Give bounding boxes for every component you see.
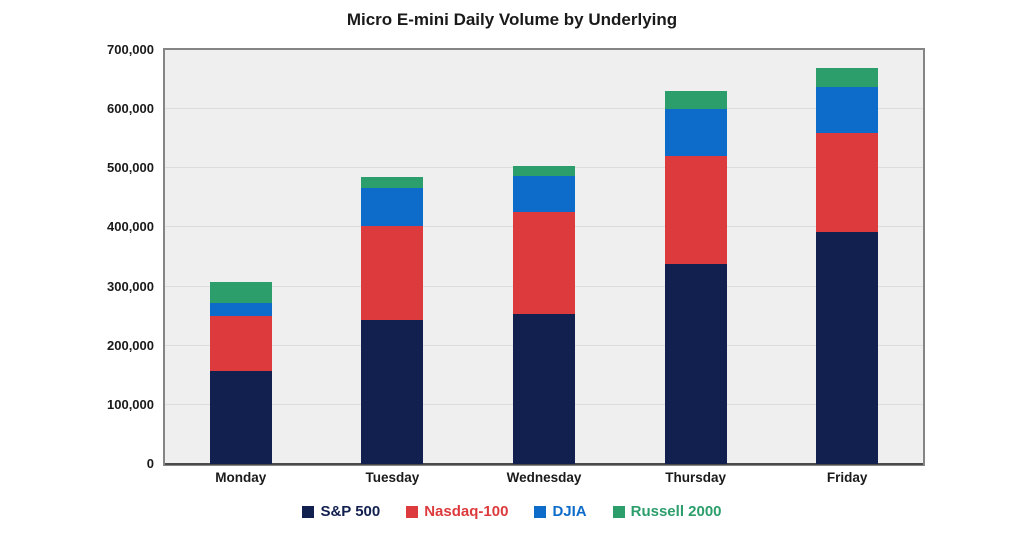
legend-label: Russell 2000 (630, 503, 722, 520)
legend-item-russell-2000: Russell 2000 (612, 503, 722, 520)
legend-item-s-p-500: S&P 500 (302, 503, 380, 520)
x-tick-label-monday: Monday (215, 470, 267, 485)
bar-segment-monday-russell-2000 (209, 281, 272, 303)
bar-segment-monday-nasdaq-100 (209, 316, 272, 371)
y-tick-label: 200,000 (107, 337, 154, 353)
bar-thursday (664, 50, 727, 464)
bar-segment-tuesday-russell-2000 (361, 176, 424, 189)
bar-segment-wednesday-russell-2000 (513, 165, 575, 176)
legend-item-nasdaq-100: Nasdaq-100 (406, 503, 508, 520)
bar-segment-friday-nasdaq-100 (816, 132, 879, 232)
bar-segment-monday-djia (209, 302, 272, 317)
bar-segment-friday-s-p-500 (816, 231, 879, 464)
x-axis: Monday Tuesday Wednesday Thursday Friday (163, 470, 925, 490)
legend-item-djia: DJIA (534, 503, 587, 520)
legend-swatch-icon (406, 505, 419, 518)
legend-swatch-icon (534, 505, 547, 518)
bar-segment-wednesday-s-p-500 (513, 314, 575, 464)
bar-segment-tuesday-nasdaq-100 (361, 225, 424, 320)
bar-wednesday (513, 50, 575, 464)
bar-tuesday (361, 50, 424, 464)
bar-segment-tuesday-s-p-500 (361, 319, 424, 464)
y-tick-label: 600,000 (107, 101, 154, 117)
bar-monday (209, 50, 272, 464)
x-tick-label-thursday: Thursday (665, 470, 726, 485)
plot-area (163, 48, 925, 466)
bar-segment-thursday-s-p-500 (664, 264, 727, 464)
x-tick-label-friday: Friday (826, 470, 868, 485)
x-tick-label-wednesday: Wednesday (506, 470, 582, 485)
y-tick-label: 100,000 (107, 396, 154, 412)
bar-friday (816, 50, 879, 464)
legend-swatch-icon (612, 505, 625, 518)
x-tick-label-tuesday: Tuesday (365, 470, 420, 485)
bar-segment-thursday-nasdaq-100 (664, 156, 727, 265)
bar-segment-friday-djia (816, 86, 879, 133)
bar-segment-thursday-russell-2000 (664, 90, 727, 109)
bar-segment-thursday-djia (664, 108, 727, 157)
bar-segment-wednesday-djia (513, 176, 575, 213)
legend-label: S&P 500 (320, 503, 381, 520)
legend-label: Nasdaq-100 (424, 503, 509, 520)
x-axis-line (165, 463, 923, 465)
legend: S&P 500 Nasdaq-100 DJIA Russell 2000 (0, 503, 1024, 520)
y-tick-label: 700,000 (107, 42, 154, 57)
legend-label: DJIA (552, 503, 587, 520)
bar-segment-wednesday-nasdaq-100 (513, 212, 575, 315)
y-tick-label: 0 (146, 456, 154, 471)
y-axis: 0 100,000 200,000 300,000 400,000 500,000 600,… (0, 42, 156, 471)
bar-segment-monday-s-p-500 (209, 370, 272, 464)
chart-title: Micro E-mini Daily Volume by Underlying (346, 10, 678, 29)
bar-segment-tuesday-djia (361, 188, 424, 226)
legend-swatch-icon (302, 505, 315, 518)
bar-segment-friday-russell-2000 (816, 67, 879, 87)
y-tick-label: 300,000 (107, 278, 154, 294)
y-tick-label: 400,000 (107, 219, 154, 235)
gridline-600000 (165, 108, 923, 110)
y-tick-label: 500,000 (107, 160, 154, 176)
